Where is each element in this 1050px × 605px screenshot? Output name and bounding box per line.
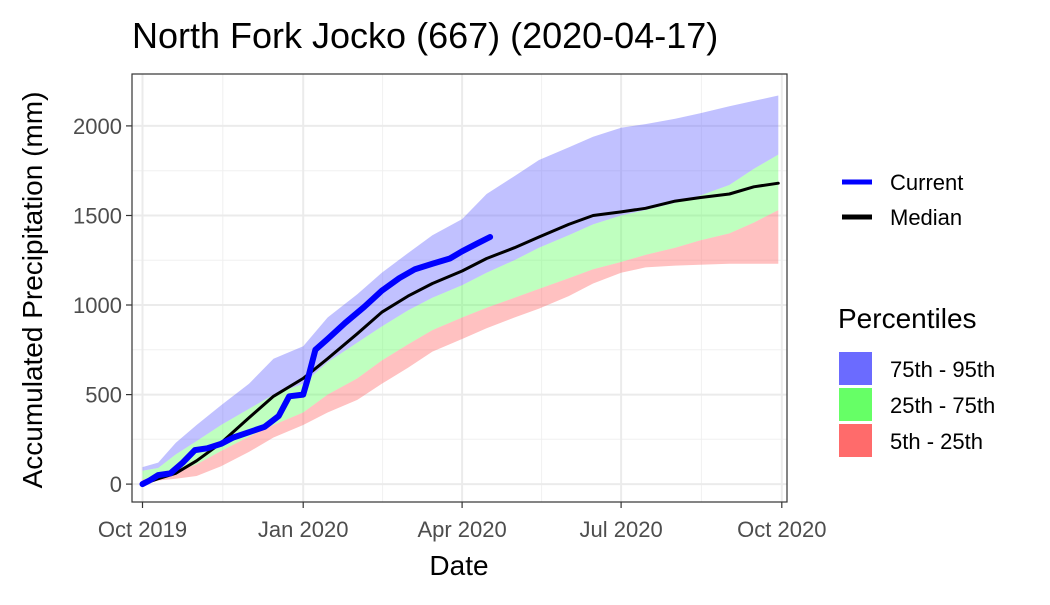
y-axis-title: Accumulated Precipitation (mm) — [17, 92, 48, 489]
legend: Current Median Percentiles 75th - 95th 25t… — [838, 170, 995, 457]
x-axis: Oct 2019 Jan 2020 Apr 2020 Jul 2020 Oct 2020 — [98, 502, 826, 542]
x-axis-title: Date — [429, 550, 488, 581]
chart-title: North Fork Jocko (667) (2020-04-17) — [132, 15, 718, 56]
legend-fill-label-0: 75th - 95th — [890, 357, 995, 382]
y-tick-label: 2000 — [73, 114, 122, 139]
y-tick-label: 1500 — [73, 204, 122, 229]
y-tick-label: 0 — [110, 472, 122, 497]
panel-border — [131, 73, 788, 503]
x-tick-label: Oct 2020 — [737, 517, 826, 542]
y-tick-label: 500 — [85, 383, 122, 408]
legend-percentiles-title: Percentiles — [838, 303, 977, 334]
legend-fill-label-1: 25th - 75th — [890, 393, 995, 418]
series-line-current — [139, 234, 494, 488]
y-tick-label: 1000 — [73, 293, 122, 318]
legend-swatch-0 — [839, 352, 872, 385]
legend-lines: Current Median — [842, 170, 963, 230]
x-tick-label: Apr 2020 — [417, 517, 506, 542]
legend-swatch-2 — [839, 424, 872, 457]
legend-label-current: Current — [890, 170, 963, 195]
x-tick-label: Oct 2019 — [98, 517, 187, 542]
band-layer — [142, 95, 779, 483]
legend-fills: 75th - 95th 25th - 75th 5th - 25th — [839, 352, 995, 457]
legend-swatch-1 — [839, 388, 872, 421]
legend-fill-label-2: 5th - 25th — [890, 429, 983, 454]
grid-layer — [132, 74, 787, 502]
band-75th-95th — [142, 95, 779, 471]
band-5th-25th — [142, 210, 779, 483]
x-tick-label: Jan 2020 — [258, 517, 349, 542]
band-25th-75th — [142, 154, 779, 480]
legend-label-median: Median — [890, 205, 962, 230]
line-layer — [139, 181, 780, 488]
y-axis: 0 500 1000 1500 2000 — [73, 114, 132, 497]
x-tick-label: Jul 2020 — [580, 517, 663, 542]
